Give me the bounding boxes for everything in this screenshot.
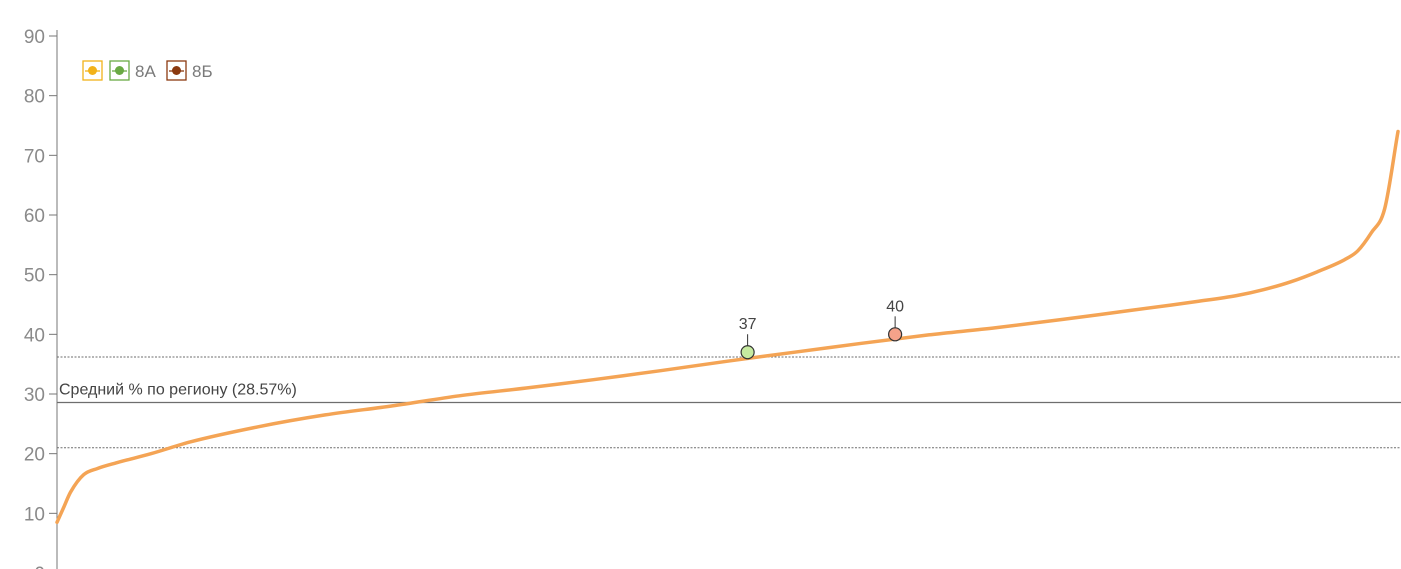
legend-swatch-dot [172,66,181,75]
legend-swatch-dot [88,66,97,75]
y-tick-label: 20 [24,445,45,466]
y-tick-label: 90 [24,27,45,48]
legend-label: 8А [135,62,156,81]
reference-lines: Средний % по региону (28.57%) [57,356,1401,449]
marker-value-label: 37 [739,316,757,333]
legend-label: 8Б [192,62,213,81]
series-line [55,129,1400,525]
legend-item[interactable]: 8Б [166,60,213,81]
legend-item[interactable] [82,60,103,81]
legend-swatch-dot [115,66,124,75]
y-tick-label: 30 [24,385,45,406]
marker-8Б[interactable] [888,327,903,342]
region-average-label: Средний % по региону (28.57%) [59,382,297,399]
y-tick-label: 50 [24,266,45,287]
marker-value-label: 40 [886,298,904,315]
marker-8А[interactable] [740,345,755,360]
y-tick-label: 70 [24,146,45,167]
legend-item[interactable]: 8А [109,60,156,81]
y-tick-label: 10 [24,504,45,525]
y-axis: 0 10 20 30 40 50 60 70 80 90 [24,27,58,569]
y-tick-label: 40 [24,325,45,346]
y-tick-label: 60 [24,206,45,227]
marker-layer: 37 40 [739,298,904,360]
y-tick-label: 80 [24,87,45,108]
legend[interactable]: 8А 8Б [82,60,213,81]
series-layer [55,129,1400,525]
y-tick-label: 0 [34,564,45,569]
